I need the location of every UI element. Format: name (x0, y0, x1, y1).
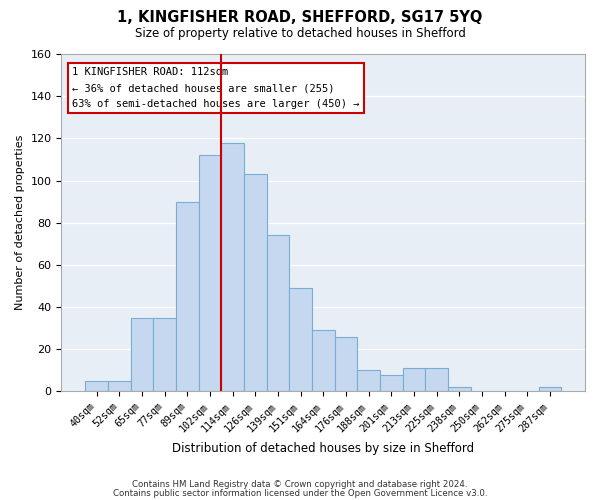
Bar (266, 236, 289, 392)
Bar (448, 387, 470, 392)
Bar (131, 318, 153, 392)
Text: Contains public sector information licensed under the Open Government Licence v3: Contains public sector information licen… (113, 489, 487, 498)
Bar (335, 336, 357, 392)
Text: Size of property relative to detached houses in Shefford: Size of property relative to detached ho… (134, 28, 466, 40)
Bar (425, 368, 448, 392)
Bar (539, 387, 561, 392)
Y-axis label: Number of detached properties: Number of detached properties (15, 135, 25, 310)
Bar (403, 368, 425, 392)
Text: 1, KINGFISHER ROAD, SHEFFORD, SG17 5YQ: 1, KINGFISHER ROAD, SHEFFORD, SG17 5YQ (118, 10, 482, 25)
Bar (312, 330, 335, 392)
Bar (289, 288, 312, 392)
Text: Contains HM Land Registry data © Crown copyright and database right 2024.: Contains HM Land Registry data © Crown c… (132, 480, 468, 489)
Bar (221, 142, 244, 392)
Bar (85, 381, 108, 392)
Bar (108, 381, 131, 392)
X-axis label: Distribution of detached houses by size in Shefford: Distribution of detached houses by size … (172, 442, 474, 455)
Bar (357, 370, 380, 392)
Bar (199, 155, 221, 392)
Bar (244, 174, 266, 392)
Bar (176, 202, 199, 392)
Text: 1 KINGFISHER ROAD: 112sqm
← 36% of detached houses are smaller (255)
63% of semi: 1 KINGFISHER ROAD: 112sqm ← 36% of detac… (72, 68, 359, 108)
Bar (153, 318, 176, 392)
Bar (380, 374, 403, 392)
